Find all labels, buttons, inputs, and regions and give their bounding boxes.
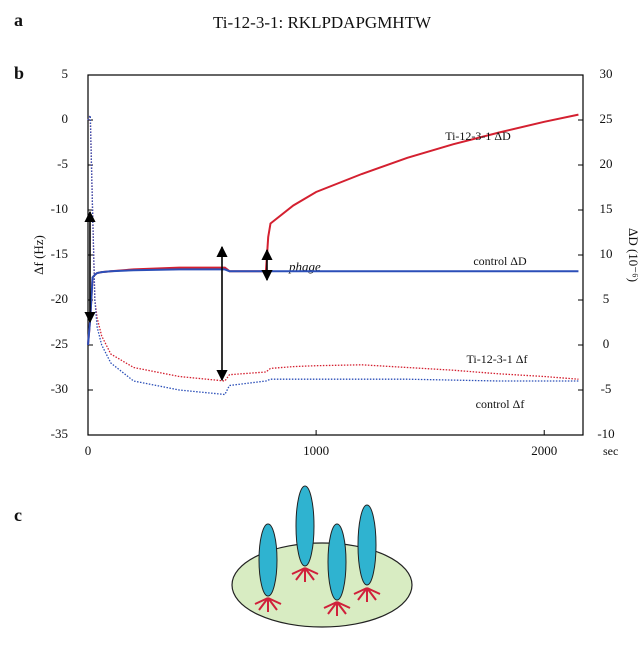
panel-label: b [14, 63, 24, 83]
y-tick-label: -35 [51, 426, 68, 441]
y-tick-label: -25 [51, 336, 68, 351]
phage [258, 523, 278, 597]
y-tick-label: -10 [51, 201, 68, 216]
series-line [87, 115, 579, 396]
series-line [87, 113, 579, 346]
y-tick-label: 5 [62, 66, 69, 81]
y2-tick-label: 5 [603, 291, 610, 306]
y2-tick-label: 10 [600, 246, 613, 261]
series-line [87, 268, 579, 346]
y2-axis-label: ΔD (10⁻⁶) [626, 228, 641, 282]
phages [258, 485, 377, 601]
chart-title: Ti-12-3-1: RKLPDAPGMHTW [213, 13, 432, 32]
panel-label: a [14, 10, 23, 30]
series-label: control ΔD [473, 254, 527, 268]
y-tick-label: 0 [62, 111, 69, 126]
phage-diagram [231, 485, 413, 628]
y-tick-label: -15 [51, 246, 68, 261]
phage-legs [254, 567, 381, 616]
y2-tick-label: 30 [600, 66, 613, 81]
y2-tick-label: 0 [603, 336, 610, 351]
y2-tick-label: -10 [597, 426, 614, 441]
plot: -35 -30 -25 -20 -15 -10 -5 0 5 -10 -5 0 5 10 15 20 25 30 0… [51, 66, 615, 458]
x-tick-label: 1000 [303, 443, 329, 458]
series-label: control Δf [476, 397, 525, 411]
y-tick-label: -30 [51, 381, 68, 396]
y-axis-label: Δf (Hz) [31, 235, 46, 275]
arrows [84, 210, 273, 382]
phage [327, 523, 347, 601]
panel-label: c [14, 505, 22, 525]
phage [295, 485, 315, 567]
phage [357, 504, 377, 586]
x-tick-label: 2000 [531, 443, 557, 458]
y2-tick-label: -5 [601, 381, 612, 396]
series-label: Ti-12-3-1 Δf [467, 352, 528, 366]
y2-tick-label: 15 [600, 201, 613, 216]
series-line [87, 115, 579, 382]
y2-tick-label: 20 [600, 156, 613, 171]
series-label: Ti-12-3-1 ΔD [445, 129, 511, 143]
x-axis-label: sec [603, 444, 618, 458]
y-tick-label: -5 [57, 156, 68, 171]
y2-tick-label: 25 [600, 111, 613, 126]
x-tick-label: 0 [85, 443, 92, 458]
y-tick-label: -20 [51, 291, 68, 306]
